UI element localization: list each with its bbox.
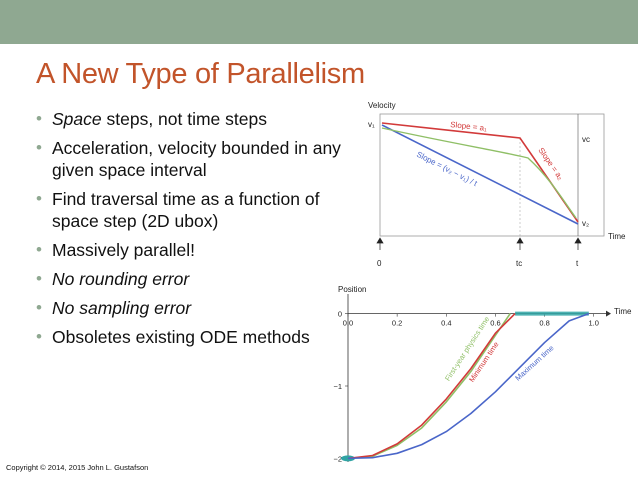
copyright-text: Copyright © 2014, 2015 John L. Gustafson xyxy=(6,463,149,472)
bullet-text: Massively parallel! xyxy=(52,240,195,260)
position-x-tick-label: 0.6 xyxy=(490,319,500,328)
position-y-tick-label: 0 xyxy=(338,310,342,319)
velocity-red-line xyxy=(381,122,579,223)
velocity-xtick-0: 0 xyxy=(377,259,382,268)
bullet-text: steps, not time steps xyxy=(101,109,267,129)
velocity-tick-v1: v₁ xyxy=(368,120,375,129)
bullet-dot: • xyxy=(36,240,42,259)
bullet-dot: • xyxy=(36,189,42,208)
position-series-line xyxy=(347,313,516,460)
slide-title: A New Type of Parallelism xyxy=(36,58,365,90)
velocity-axis-label: Velocity xyxy=(368,101,396,110)
velocity-diagram: Velocity v₁ v₂ vᴄ Slope = a₁ Slope = a₂ … xyxy=(368,101,626,268)
bullet-item: • Massively parallel! xyxy=(34,239,364,261)
bullet-dot: • xyxy=(36,138,42,157)
velocity-xtick-tc: tᴄ xyxy=(516,259,522,268)
bullet-text: Obsoletes existing ODE methods xyxy=(52,327,310,347)
bullet-text: Find traversal time as a function of spa… xyxy=(52,189,320,231)
velocity-tick-v2: v₂ xyxy=(582,219,589,228)
bullet-dot: • xyxy=(36,109,42,128)
bullet-emph: No rounding error xyxy=(52,269,190,289)
bullet-list: • Space steps, not time steps • Accelerati… xyxy=(34,108,364,355)
bullet-item: • Acceleration, velocity bounded in any g… xyxy=(34,137,364,181)
position-y-tick-label: −2 xyxy=(333,454,342,463)
velocity-xtick-t: t xyxy=(576,259,579,268)
velocity-blue-line xyxy=(381,124,579,225)
velocity-green-curve xyxy=(381,127,577,219)
position-series-line xyxy=(347,312,590,460)
position-x-arrow xyxy=(606,310,611,317)
position-top-band xyxy=(515,311,589,316)
position-chart: Position Time 0.0 0.2 0.4 0.6 0.8 1.00−1−2 Fi… xyxy=(333,285,632,463)
position-y-tick-label: −1 xyxy=(333,382,342,391)
bullet-item: • Find traversal time as a function of sp… xyxy=(34,188,364,232)
bullet-dot: • xyxy=(36,269,42,288)
position-x-tick-label: 1.0 xyxy=(588,319,598,328)
velocity-tick-vc: vᴄ xyxy=(582,135,590,144)
top-bar xyxy=(0,0,638,44)
position-xlabel: Time xyxy=(614,307,632,316)
bullet-dot: • xyxy=(36,327,42,346)
slope-a2-label: Slope = a₂ xyxy=(536,146,565,182)
bullet-item: • Obsoletes existing ODE methods xyxy=(34,326,364,348)
bullet-item: • No sampling error xyxy=(34,297,364,319)
bullet-text: Acceleration, velocity bounded in any gi… xyxy=(52,138,341,180)
position-series-label: Maximum time xyxy=(513,343,555,382)
velocity-plot-frame xyxy=(379,113,605,237)
position-x-tick-label: 0.4 xyxy=(441,319,451,328)
position-ylabel: Position xyxy=(338,285,366,294)
position-series-line xyxy=(347,313,511,460)
position-x-tick-label: 0.2 xyxy=(392,319,402,328)
position-x-tick-label: 0.0 xyxy=(343,319,353,328)
velocity-xlabel: Time xyxy=(608,232,626,241)
bullet-item: • Space steps, not time steps xyxy=(34,108,364,130)
slope-a1-label: Slope = a₁ xyxy=(450,120,488,133)
bullet-emph: Space xyxy=(52,109,102,129)
bullet-item: • No rounding error xyxy=(34,268,364,290)
bullet-dot: • xyxy=(36,298,42,317)
bullet-emph: No sampling error xyxy=(52,298,192,318)
position-x-tick-label: 0.8 xyxy=(539,319,549,328)
time-arrows xyxy=(376,237,582,250)
